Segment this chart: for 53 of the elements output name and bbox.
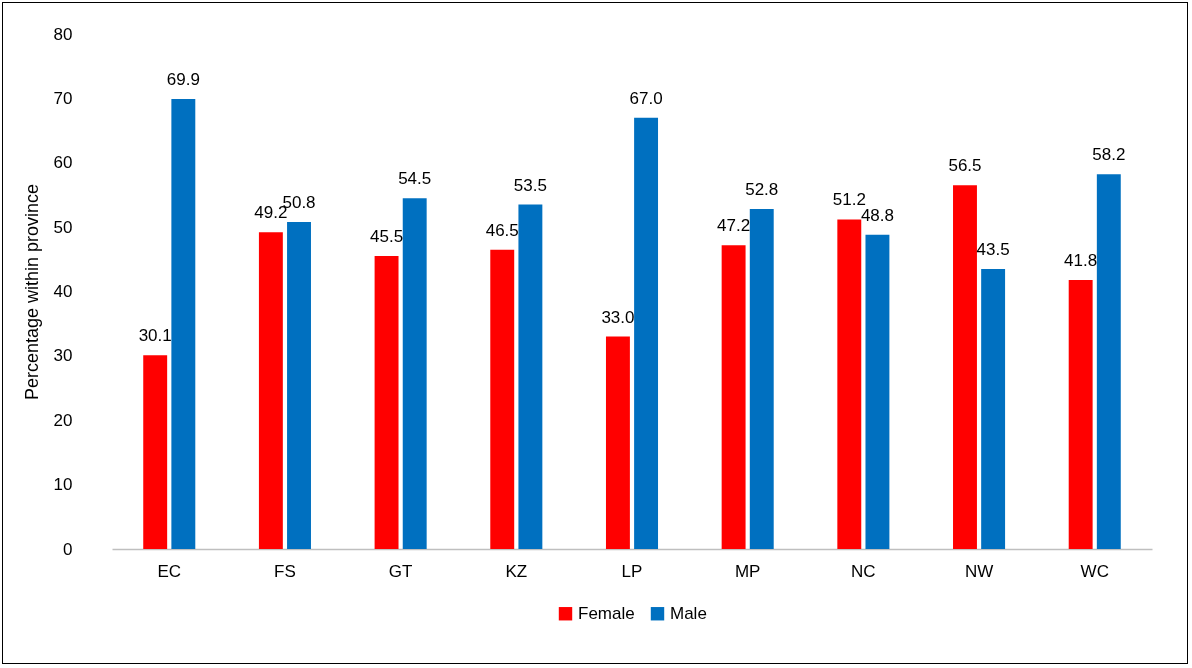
x-tick-label: GT <box>388 561 413 581</box>
bar <box>287 221 311 549</box>
bar <box>1096 174 1121 549</box>
bar <box>749 209 774 549</box>
x-tick-label: WC <box>1080 561 1109 581</box>
data-label: 41.8 <box>1064 250 1098 270</box>
y-tick-label: 50 <box>53 217 73 237</box>
x-tick-label: FS <box>274 561 296 581</box>
bar <box>258 232 283 549</box>
data-label: 56.5 <box>948 156 982 176</box>
bar <box>1068 279 1093 549</box>
bar <box>981 268 1006 549</box>
bar <box>837 219 862 549</box>
data-label: 54.5 <box>398 169 432 189</box>
data-label: 67.0 <box>629 88 663 108</box>
bar <box>953 185 977 549</box>
x-tick-label: MP <box>734 561 761 581</box>
legend-label: Male <box>670 603 707 623</box>
bar <box>490 249 515 549</box>
data-label: 43.5 <box>976 239 1010 259</box>
data-label: 69.9 <box>166 70 200 90</box>
bar <box>634 117 659 549</box>
bar <box>402 198 427 549</box>
data-label: 45.5 <box>370 227 404 247</box>
y-tick-label: 60 <box>53 153 73 173</box>
x-tick-label: EC <box>157 561 182 581</box>
data-label: 46.5 <box>485 220 519 240</box>
y-tick-label: 0 <box>63 539 73 559</box>
data-label: 52.8 <box>745 180 779 200</box>
y-tick-label: 80 <box>53 24 73 44</box>
y-tick-label: 70 <box>53 88 73 108</box>
x-tick-label: NC <box>851 561 876 581</box>
bar <box>605 336 630 549</box>
bar <box>171 99 196 549</box>
data-label: 58.2 <box>1092 145 1126 165</box>
data-label: 47.2 <box>717 216 751 236</box>
x-tick-label: LP <box>621 561 643 581</box>
bar <box>865 234 890 549</box>
y-tick-label: 20 <box>53 410 73 430</box>
data-label: 53.5 <box>513 175 547 195</box>
legend-label: Female <box>578 603 635 623</box>
data-label: 30.1 <box>138 326 172 346</box>
y-tick-label: 10 <box>53 475 73 495</box>
bar <box>721 245 746 549</box>
bar <box>518 204 543 549</box>
bar <box>143 355 168 549</box>
bar <box>374 256 399 549</box>
y-axis-title: Percentage within province <box>21 183 42 401</box>
data-label: 33.0 <box>601 307 635 327</box>
x-tick-label: KZ <box>505 561 528 581</box>
x-tick-label: NW <box>964 561 994 581</box>
y-tick-label: 40 <box>53 282 73 301</box>
y-tick-label: 30 <box>53 346 73 366</box>
